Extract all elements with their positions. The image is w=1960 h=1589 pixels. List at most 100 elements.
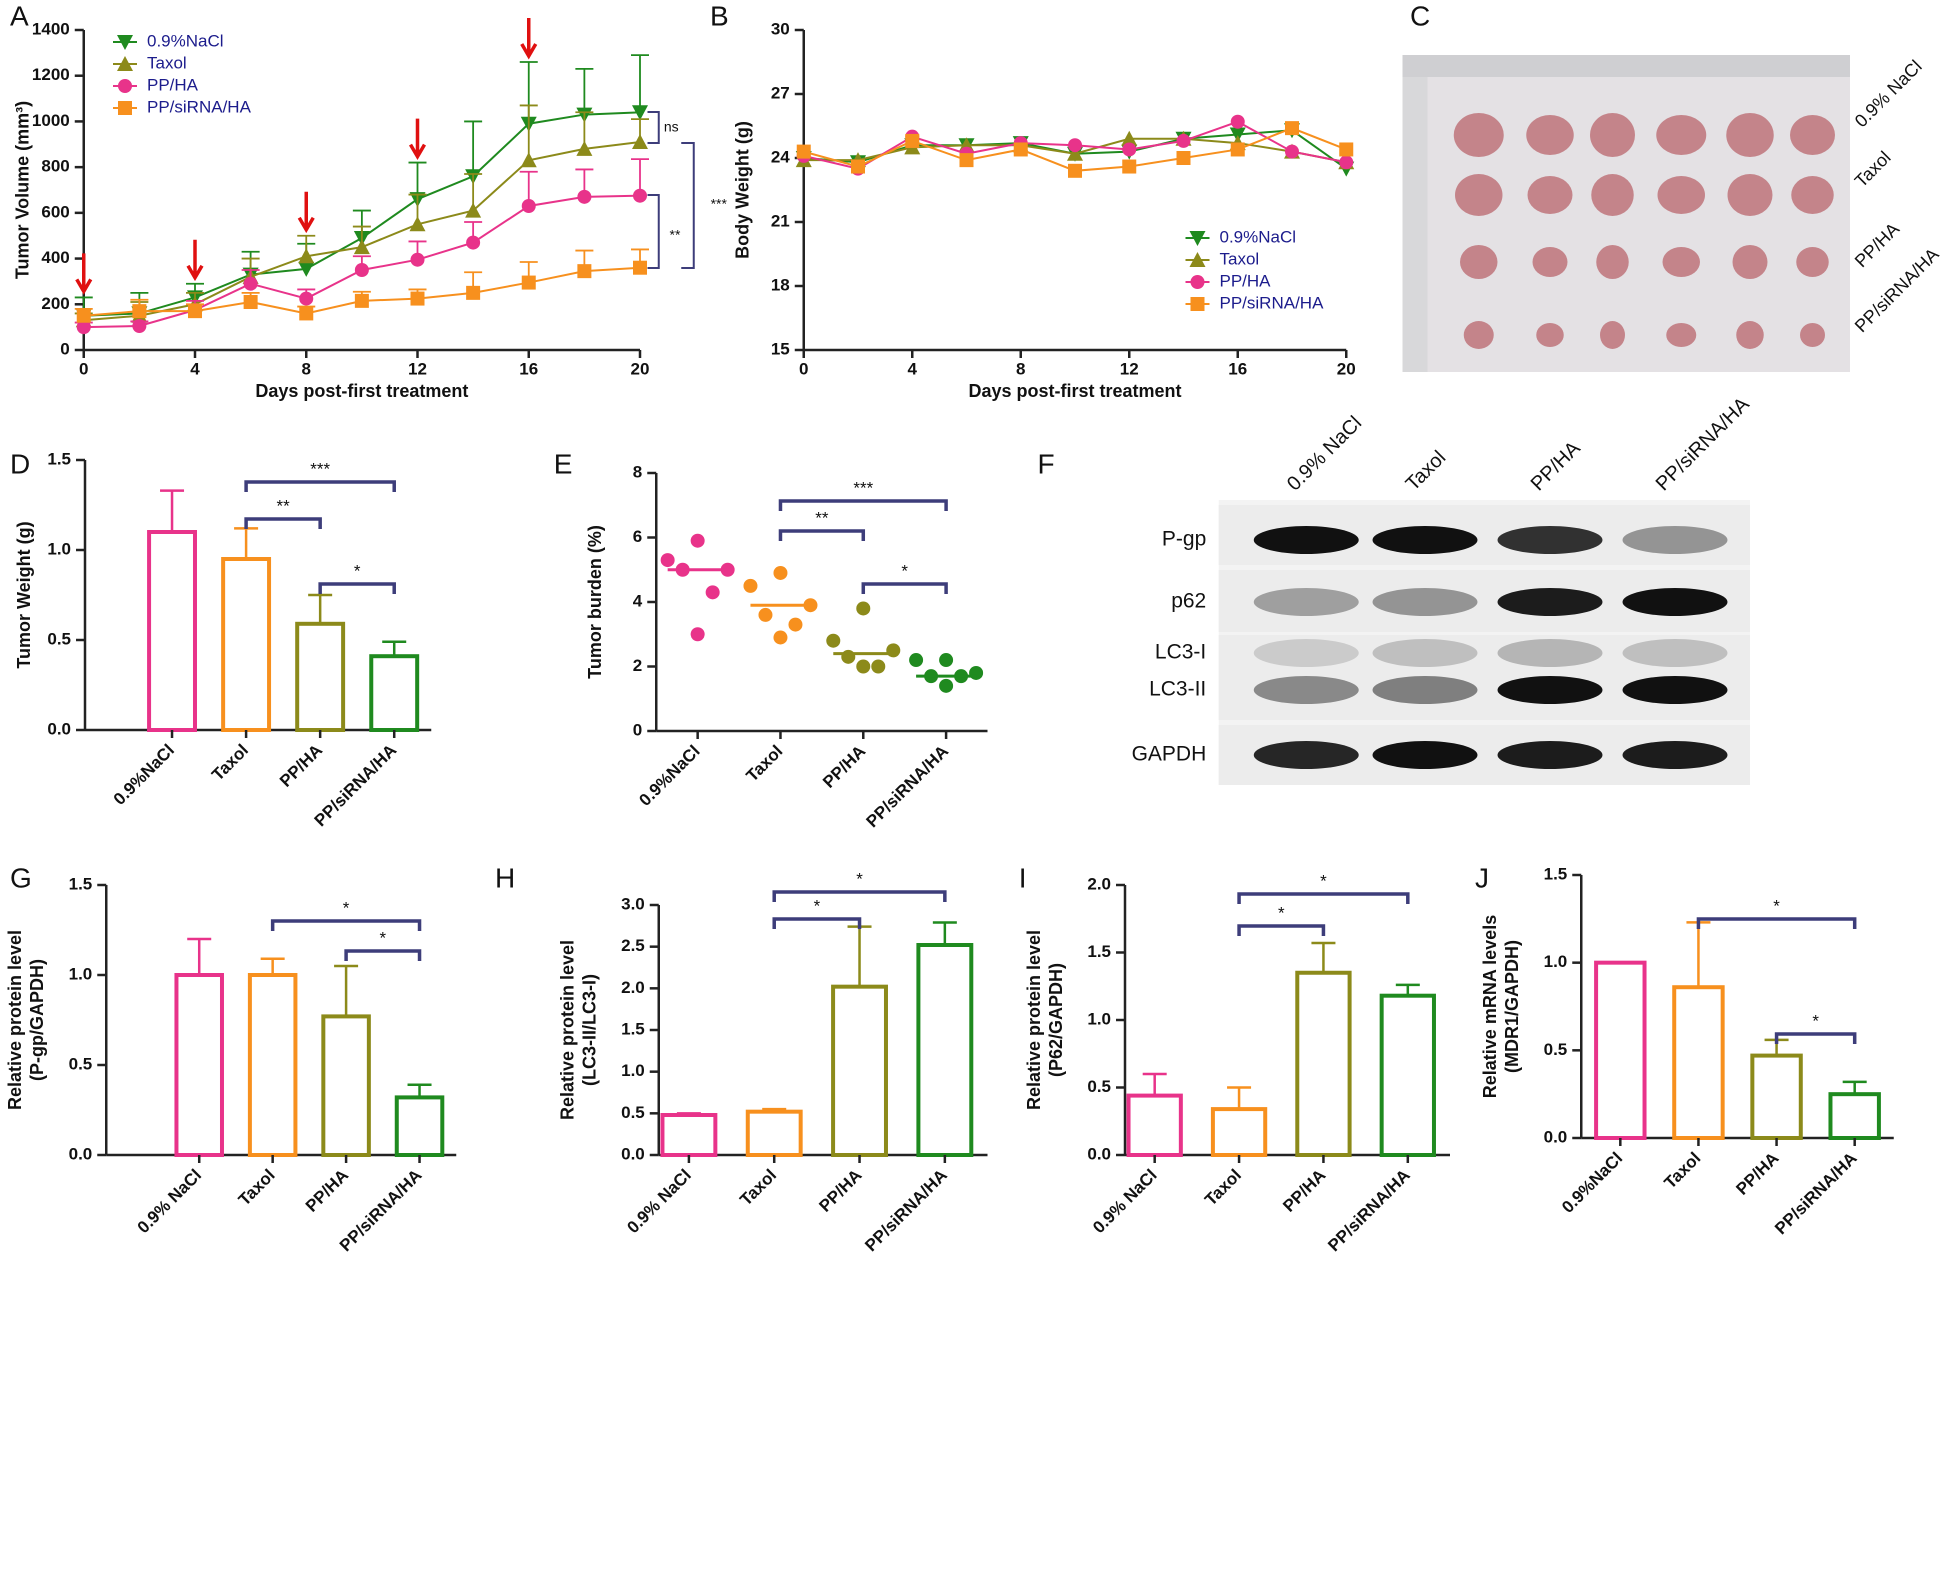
marker	[243, 295, 258, 309]
marker	[76, 308, 91, 323]
x-tick-label: 0.9%NaCl	[635, 742, 703, 810]
significance-label: ns	[664, 119, 679, 135]
y-axis-title: (P-gp/GAPDH)	[27, 959, 47, 1081]
significance-label: **	[670, 227, 681, 243]
tumor	[1656, 115, 1707, 155]
x-tick-label: 20	[631, 359, 650, 378]
marker	[353, 239, 370, 255]
marker	[577, 189, 592, 204]
panel-letter: E	[554, 448, 573, 479]
marker	[796, 144, 811, 159]
row-label: LC3-II	[1149, 678, 1206, 701]
x-tick-label: 12	[1120, 359, 1139, 378]
error-bar	[1686, 921, 1711, 988]
legend-label: PP/HA	[1220, 271, 1272, 290]
tumor	[1600, 321, 1625, 349]
marker	[1121, 130, 1138, 146]
data-point	[969, 665, 984, 680]
x-tick-label: PP/HA	[302, 1166, 352, 1216]
x-tick-label: 0.9% NaCl	[623, 1166, 695, 1238]
panel-letter: G	[10, 862, 32, 893]
marker	[1189, 231, 1206, 246]
data-point	[871, 659, 886, 674]
marker	[465, 202, 482, 218]
error-bar	[1311, 941, 1336, 973]
marker	[576, 140, 593, 156]
panel-letter: C	[1410, 0, 1430, 31]
ruler-top	[1402, 55, 1850, 77]
x-tick-label: Taxol	[235, 1166, 279, 1210]
x-tick-label: PP/siRNA/HA	[1771, 1149, 1861, 1239]
treatment-arrow	[75, 253, 93, 295]
panel-letter: F	[1038, 448, 1055, 479]
x-tick-label: 0.9%NaCl	[110, 741, 178, 809]
x-tick-label: 0	[79, 359, 88, 378]
tumor	[1732, 245, 1768, 279]
significance-label: *	[1320, 871, 1327, 890]
bar	[247, 973, 298, 1157]
x-tick-label: 20	[1337, 359, 1356, 378]
data-point	[939, 653, 954, 668]
row-label: p62	[1171, 590, 1206, 613]
blot-band	[1372, 639, 1478, 667]
blot-band	[1372, 588, 1478, 616]
y-tick-label: 6	[633, 527, 642, 546]
y-tick-label: 1200	[32, 65, 70, 84]
y-tick-label: 1.5	[621, 1019, 645, 1038]
y-tick-label: 2.0	[1087, 874, 1111, 893]
y-axis-title: Tumor Volume (mm³)	[13, 101, 33, 279]
x-tick-label: 8	[1016, 359, 1025, 378]
marker	[410, 252, 425, 267]
marker	[577, 264, 592, 279]
blot-band	[1253, 526, 1359, 554]
marker	[243, 276, 258, 291]
y-tick-label: 0.0	[1544, 1127, 1568, 1146]
marker	[299, 306, 314, 321]
x-tick-label: Taxol	[736, 1166, 780, 1210]
error-bar	[1142, 1072, 1167, 1096]
bar	[916, 943, 974, 1157]
marker	[1067, 145, 1083, 161]
blot-band	[1253, 741, 1359, 769]
panel-letter: B	[710, 0, 729, 31]
blot-band	[1622, 526, 1728, 554]
marker	[1339, 142, 1354, 157]
significance-label: *	[354, 561, 361, 580]
marker	[1176, 151, 1191, 165]
blot-band	[1622, 588, 1728, 616]
y-tick-label: 0.0	[69, 1144, 93, 1163]
significance-label: ***	[310, 459, 330, 478]
data-point	[690, 533, 705, 548]
data-point	[773, 630, 788, 645]
panel-letter: H	[495, 862, 515, 893]
data-point	[788, 617, 803, 632]
tumor	[1527, 176, 1573, 214]
tumor	[1736, 321, 1764, 349]
lane-label: PP/siRNA/HA	[1652, 393, 1754, 495]
marker	[851, 159, 865, 174]
marker	[1285, 144, 1299, 159]
x-tick-label: PP/siRNA/HA	[1324, 1166, 1414, 1256]
bar	[147, 530, 197, 732]
significance-bracket	[772, 890, 947, 902]
tumor	[1800, 323, 1825, 347]
panel-letter: J	[1475, 862, 1489, 893]
marker	[132, 319, 147, 333]
y-tick-label: 1.0	[1087, 1009, 1111, 1028]
bracket	[681, 142, 695, 269]
error-bar	[847, 925, 872, 987]
bar	[1379, 993, 1436, 1158]
blot-band	[1497, 639, 1603, 667]
x-tick-label: 12	[408, 359, 427, 378]
significance-bracket	[1237, 892, 1410, 904]
bar	[1594, 960, 1647, 1141]
row-label: Taxol	[1851, 147, 1895, 191]
error-bar	[575, 67, 594, 115]
significance-label: *	[1812, 1011, 1819, 1030]
data-point	[886, 643, 901, 658]
significance-bracket	[778, 499, 948, 511]
y-tick-label: 0.0	[47, 719, 71, 738]
row-label: 0.9% NaCl	[1851, 56, 1926, 131]
marker	[118, 101, 132, 115]
